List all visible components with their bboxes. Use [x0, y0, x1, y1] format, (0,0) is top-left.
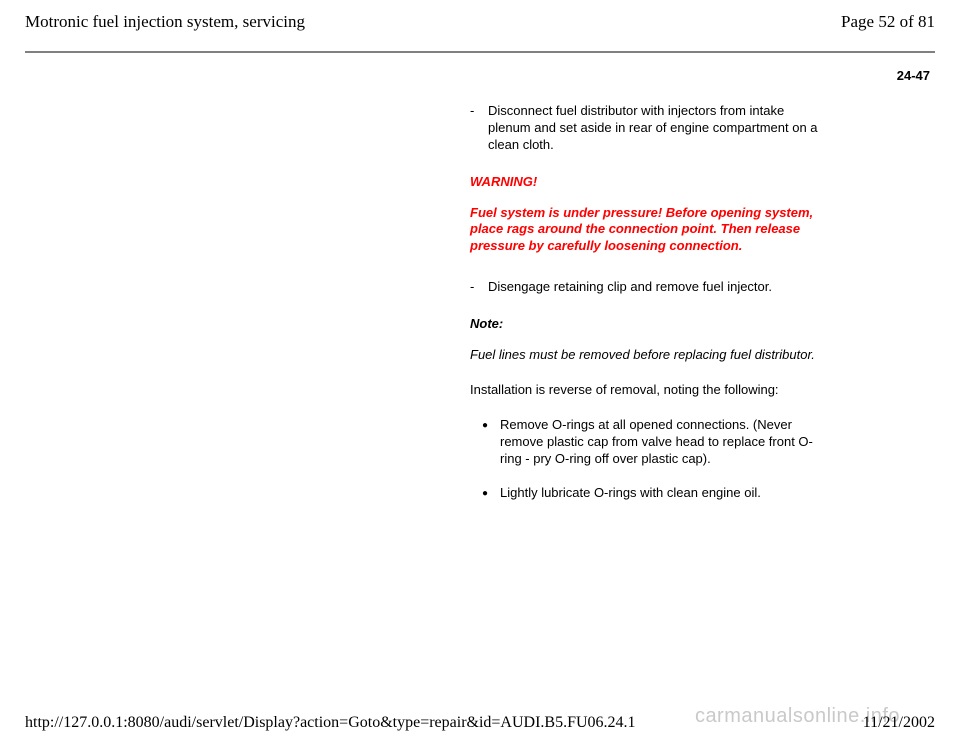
list-item-text: Remove O-rings at all opened connections… [500, 417, 830, 468]
bullet-marker: ● [482, 417, 500, 468]
list-item: ● Lightly lubricate O-rings with clean e… [470, 485, 830, 502]
list-item-text: Disconnect fuel distributor with injecto… [488, 103, 830, 154]
warning-heading: WARNING! [470, 174, 830, 191]
list-item: - Disconnect fuel distributor with injec… [470, 103, 830, 154]
note-text: Fuel lines must be removed before replac… [470, 347, 830, 364]
page-title: Motronic fuel injection system, servicin… [25, 12, 305, 32]
section-number: 24-47 [0, 53, 960, 83]
page-number: Page 52 of 81 [841, 12, 935, 32]
list-item-text: Lightly lubricate O-rings with clean eng… [500, 485, 830, 502]
right-column: - Disconnect fuel distributor with injec… [470, 103, 830, 520]
plain-text: Installation is reverse of removal, noti… [470, 382, 830, 399]
left-spacer [0, 103, 470, 520]
warning-text: Fuel system is under pressure! Before op… [470, 205, 830, 256]
list-item-text: Disengage retaining clip and remove fuel… [488, 279, 830, 296]
footer-url: http://127.0.0.1:8080/audi/servlet/Displ… [25, 714, 636, 732]
list-item: - Disengage retaining clip and remove fu… [470, 279, 830, 296]
content-area: - Disconnect fuel distributor with injec… [0, 83, 960, 520]
list-item: ● Remove O-rings at all opened connectio… [470, 417, 830, 468]
header-row: Motronic fuel injection system, servicin… [0, 0, 960, 36]
footer-row: http://127.0.0.1:8080/audi/servlet/Displ… [0, 714, 960, 732]
dash-marker: - [470, 103, 488, 154]
footer-date: 11/21/2002 [863, 714, 935, 732]
note-heading: Note: [470, 316, 830, 333]
bullet-marker: ● [482, 485, 500, 502]
dash-marker: - [470, 279, 488, 296]
